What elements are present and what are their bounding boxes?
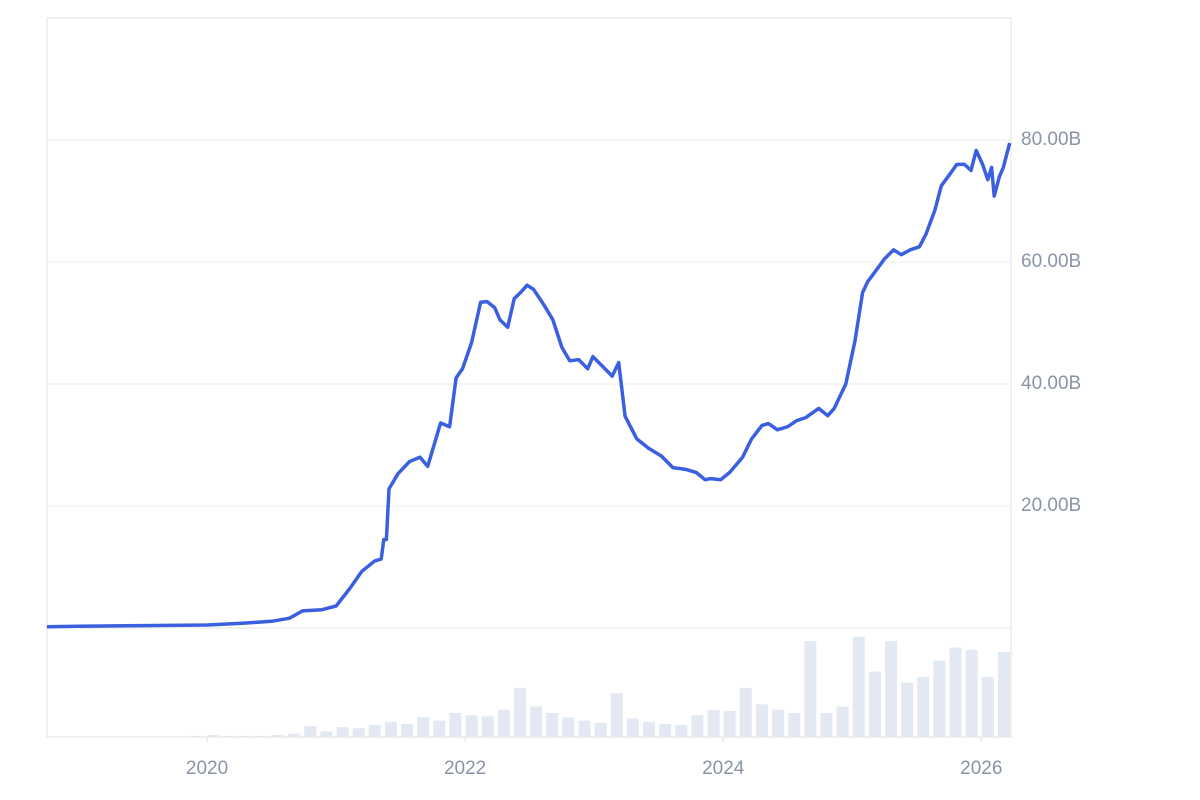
volume-bar: [207, 734, 220, 737]
volume-bar: [513, 687, 526, 737]
volume-bar: [723, 710, 736, 737]
volume-bar: [433, 720, 446, 737]
volume-bar: [788, 713, 801, 737]
volume-bar: [288, 733, 301, 737]
volume-bar: [191, 735, 204, 737]
volume-bar: [901, 682, 914, 737]
volume-bar: [578, 720, 591, 737]
volume-bar: [917, 677, 930, 737]
volume-bar: [610, 693, 623, 737]
volume-bar: [739, 687, 752, 737]
volume-bar: [836, 706, 849, 737]
volume-bar: [465, 715, 478, 737]
volume-bar: [933, 660, 946, 737]
volume-bar: [804, 641, 817, 737]
volume-bar: [562, 717, 575, 737]
volume-bar: [304, 726, 317, 737]
volume-bar: [691, 715, 704, 737]
x-tick-label: 2024: [702, 758, 745, 779]
volume-bar: [239, 735, 252, 737]
volume-bar: [530, 706, 543, 737]
volume-bar: [997, 651, 1010, 737]
y-tick-label: 20.00B: [1021, 495, 1081, 516]
volume-bar: [320, 731, 333, 737]
plot-frame: [46, 17, 1012, 738]
volume-bar: [659, 723, 672, 737]
volume-bar: [852, 636, 865, 737]
volume-bar: [401, 723, 414, 737]
volume-bar: [772, 709, 785, 737]
volume-bar: [271, 734, 284, 737]
volume-bar: [384, 721, 397, 737]
x-tick-label: 2026: [960, 758, 1002, 779]
volume-bar: [336, 727, 349, 737]
volume-bar: [352, 728, 365, 737]
volume-bar: [755, 704, 768, 737]
volume-bar: [707, 709, 720, 737]
volume-bar: [981, 677, 994, 737]
volume-bar: [368, 725, 381, 737]
volume-bar: [675, 725, 688, 737]
volume-bar: [626, 718, 639, 737]
volume-bar: [449, 713, 462, 737]
volume-bar: [868, 671, 881, 737]
volume-bar: [949, 647, 962, 737]
volume-bar: [965, 649, 978, 737]
volume-bar: [643, 721, 656, 737]
volume-bar: [884, 641, 897, 737]
volume-bar: [255, 735, 268, 737]
volume-bar: [820, 713, 833, 737]
y-tick-label: 40.00B: [1021, 373, 1081, 394]
volume-bar: [546, 713, 559, 737]
volume-bar: [481, 716, 494, 737]
volume-bar: [223, 735, 236, 737]
x-tick-label: 2020: [186, 758, 228, 779]
x-tick-label: 2022: [444, 758, 486, 779]
volume-bar: [417, 717, 430, 737]
y-tick-label: 80.00B: [1021, 129, 1081, 150]
volume-bar: [497, 709, 510, 737]
y-tick-label: 60.00B: [1021, 251, 1081, 272]
volume-bar: [594, 722, 607, 737]
price-line: [46, 142, 1012, 629]
